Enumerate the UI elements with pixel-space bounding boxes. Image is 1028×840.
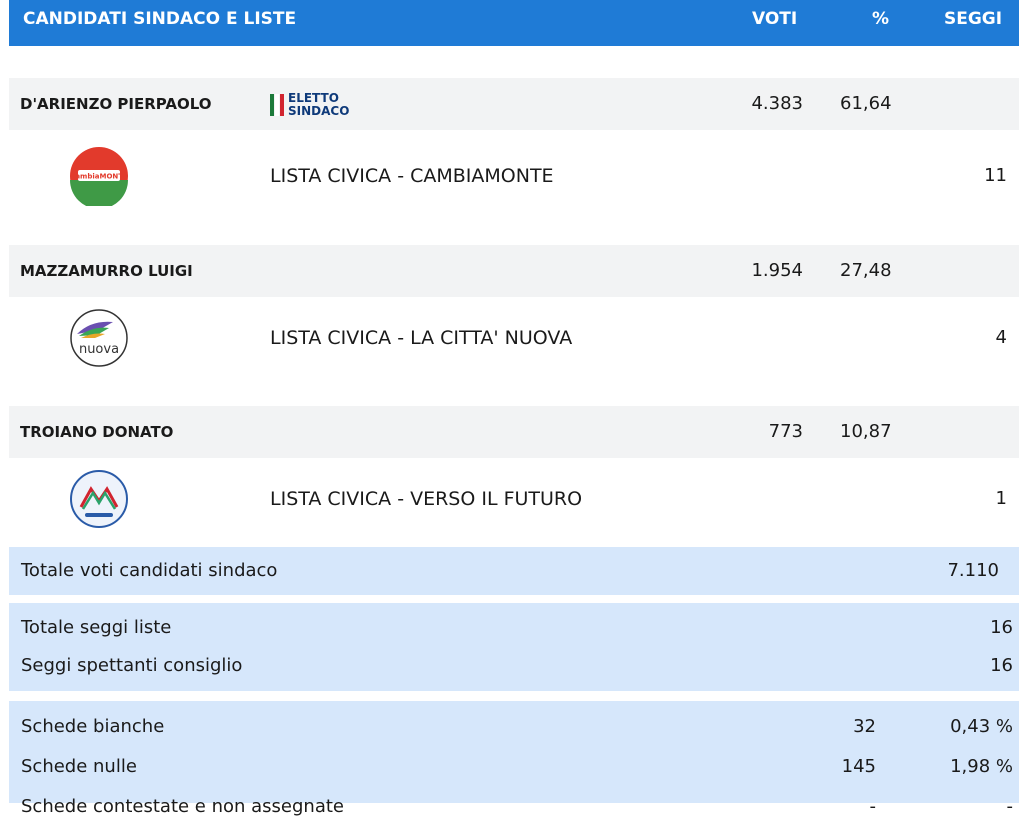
candidate-votes: 773: [768, 421, 803, 442]
council-seats-value: 16: [990, 655, 1013, 676]
header-votes: VOTI: [752, 9, 798, 29]
candidate-row: D'ARIENZO PIERPAOLO ELETTO SINDACO 4.383…: [9, 78, 1019, 130]
candidate-percent: 10,87: [840, 421, 892, 442]
blank-ballots-value: 32: [853, 716, 876, 737]
total-list-seats-value: 16: [990, 617, 1013, 638]
null-ballots-label: Schede nulle: [21, 756, 137, 777]
list-seats: 1: [995, 488, 1007, 509]
total-votes-label: Totale voti candidati sindaco: [21, 560, 278, 581]
logo-text: CambiaMONTE: [70, 173, 128, 181]
candidate-percent: 27,48: [840, 260, 892, 281]
verso-il-futuro-logo-icon: [70, 470, 128, 528]
total-list-seats-row: Totale seggi liste 16: [9, 609, 1019, 647]
italian-flag-icon: [270, 94, 284, 116]
seats-box: Totale seggi liste 16 Seggi spettanti co…: [9, 603, 1019, 691]
la-citta-nuova-logo-icon: nuova: [70, 309, 128, 367]
list-seats: 4: [995, 327, 1007, 348]
blank-ballots-label: Schede bianche: [21, 716, 165, 737]
elected-mayor-label: ELETTO SINDACO: [288, 91, 350, 118]
list-name: LISTA CIVICA - LA CITTA' NUOVA: [270, 327, 573, 349]
cambiamonte-logo-icon: CambiaMONTE: [70, 147, 128, 206]
council-seats-label: Seggi spettanti consiglio: [21, 655, 243, 676]
list-row: nuova LISTA CIVICA - LA CITTA' NUOVA 4: [9, 297, 1019, 379]
null-ballots-value: 145: [841, 756, 876, 777]
list-seats: 11: [984, 165, 1007, 186]
total-votes-box: Totale voti candidati sindaco 7.110: [9, 547, 1019, 595]
total-votes-value: 7.110: [947, 560, 999, 581]
candidate-percent: 61,64: [840, 93, 892, 114]
blank-ballots-row: Schede bianche 32 0,43 %: [9, 707, 1019, 747]
council-seats-row: Seggi spettanti consiglio 16: [9, 647, 1019, 685]
candidate-votes: 4.383: [751, 93, 803, 114]
header-title: CANDIDATI SINDACO E LISTE: [23, 9, 297, 29]
candidate-row: MAZZAMURRO LUIGI 1.954 27,48: [9, 245, 1019, 297]
list-name: LISTA CIVICA - VERSO IL FUTURO: [270, 488, 583, 510]
candidate-name: MAZZAMURRO LUIGI: [20, 262, 193, 280]
blank-ballots-percent: 0,43 %: [950, 716, 1013, 737]
null-ballots-row: Schede nulle 145 1,98 %: [9, 747, 1019, 787]
logo-text: nuova: [79, 342, 119, 357]
list-row: LISTA CIVICA - VERSO IL FUTURO 1: [9, 458, 1019, 540]
results-table-header: CANDIDATI SINDACO E LISTE VOTI % SEGGI: [9, 0, 1019, 46]
contested-ballots-percent: -: [1006, 796, 1014, 817]
list-name: LISTA CIVICA - CAMBIAMONTE: [270, 165, 554, 187]
null-ballots-percent: 1,98 %: [950, 756, 1013, 777]
header-seats: SEGGI: [944, 9, 1003, 29]
total-list-seats-label: Totale seggi liste: [21, 617, 172, 638]
candidate-votes: 1.954: [751, 260, 803, 281]
candidate-name: D'ARIENZO PIERPAOLO: [20, 95, 212, 113]
candidate-name: TROIANO DONATO: [20, 423, 174, 441]
contested-ballots-label: Schede contestate e non assegnate: [21, 796, 344, 817]
contested-ballots-row: Schede contestate e non assegnate - -: [9, 787, 1019, 827]
contested-ballots-value: -: [869, 796, 877, 817]
header-percent: %: [872, 9, 890, 29]
candidate-row: TROIANO DONATO 773 10,87: [9, 406, 1019, 458]
ballots-box: Schede bianche 32 0,43 % Schede nulle 14…: [9, 701, 1019, 817]
list-row: CambiaMONTE LISTA CIVICA - CAMBIAMONTE 1…: [9, 135, 1019, 217]
